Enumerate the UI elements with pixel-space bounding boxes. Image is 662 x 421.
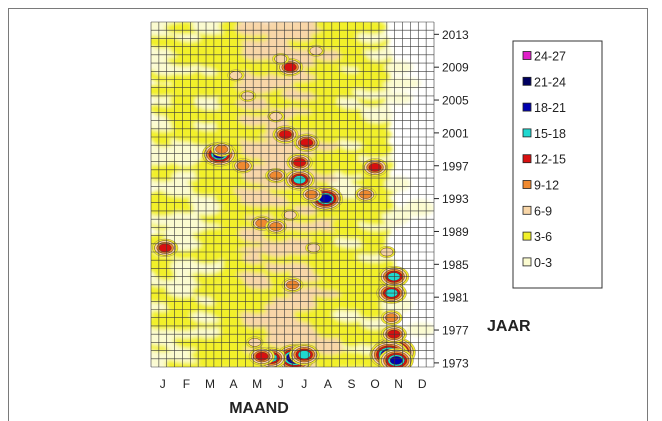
year-tick-label: 1993 — [442, 192, 469, 206]
month-tick-label: A — [230, 377, 238, 391]
hotspot-contour — [293, 158, 307, 167]
legend-label: 15-18 — [534, 127, 566, 141]
legend-swatch — [522, 180, 532, 189]
legend-swatch — [522, 128, 532, 138]
month-tick-label: M — [252, 377, 262, 391]
hotspot-contour — [236, 161, 250, 171]
year-tick-label: 1973 — [442, 356, 469, 370]
hotspot-contour — [269, 222, 283, 231]
density-cell — [357, 22, 387, 35]
density-cell — [384, 176, 411, 192]
density-cell — [313, 125, 345, 144]
legend-label: 3-6 — [534, 230, 552, 244]
grid — [150, 21, 435, 368]
legend-swatch — [522, 205, 532, 215]
density-cell — [381, 76, 422, 90]
legend-label: 9-12 — [534, 179, 559, 193]
year-tick-label: 1985 — [442, 258, 469, 272]
legend-label: 18-21 — [534, 101, 566, 115]
hotspot-contour — [293, 175, 307, 185]
hotspot-contour — [255, 351, 269, 361]
year-tick-label: 1981 — [442, 291, 469, 305]
legend-swatch — [522, 154, 532, 164]
hotspot-contour — [229, 71, 243, 80]
legend-label: 21-24 — [534, 75, 566, 89]
month-tick-label: D — [418, 377, 427, 391]
legend-swatch — [522, 231, 532, 241]
month-tick-label: J — [278, 377, 284, 391]
density-cell — [285, 22, 325, 35]
hotspot-contour — [368, 163, 382, 172]
hotspot-contour — [278, 130, 292, 139]
year-tick-label: 2005 — [442, 94, 469, 108]
year-tick-label: 1977 — [442, 324, 469, 338]
hotspot-contour — [269, 112, 283, 121]
month-tick-label: A — [324, 377, 332, 391]
legend: 24-27 21-24 18-21 15-18 12-15 9-12 6-9 3-6 0-3 — [512, 40, 603, 289]
month-tick-label: N — [394, 377, 403, 391]
hotspot-contour — [297, 350, 311, 360]
density-cell — [402, 199, 434, 217]
density-cell — [243, 324, 272, 340]
density-cell — [385, 60, 414, 75]
month-tick-label: J — [301, 377, 307, 391]
legend-swatch — [522, 76, 532, 86]
year-tick-label: 2009 — [442, 61, 469, 75]
year-tick-label: 2013 — [442, 28, 469, 42]
hotspot-contour — [389, 356, 403, 365]
hotspot-contour — [283, 210, 297, 220]
legend-swatch — [522, 102, 532, 112]
year-tick-label: 2001 — [442, 126, 469, 140]
year-axis: 1973 1977 1981 1985 1989 1993 1997 2001 2005 2009… — [434, 28, 469, 370]
legend-swatch — [522, 257, 532, 267]
density-cell — [235, 22, 273, 36]
hotspot-contour — [283, 62, 297, 72]
legend-label: 0-3 — [534, 256, 552, 270]
plot-area — [150, 21, 435, 368]
hotspot-contour — [300, 138, 314, 148]
month-tick-label: M — [205, 377, 215, 391]
legend-label: 24-27 — [534, 50, 566, 64]
month-tick-label: F — [183, 377, 190, 391]
hotspot-contour — [269, 171, 283, 180]
hotspot-contour — [307, 243, 321, 253]
density-cell — [151, 190, 174, 209]
year-tick-label: 1997 — [442, 159, 469, 173]
hotspot-contour — [274, 54, 288, 64]
legend-swatch — [522, 51, 532, 60]
hotspot-contour — [158, 243, 172, 253]
month-tick-label: J — [160, 377, 166, 391]
month-tick-label: O — [370, 377, 379, 391]
x-axis-title: MAAND — [229, 400, 289, 417]
chart-frame — [8, 8, 648, 421]
legend-label: 6-9 — [534, 204, 552, 218]
month-tick-label: S — [347, 377, 355, 391]
year-tick-label: 1989 — [442, 225, 469, 239]
density-cell — [386, 91, 413, 105]
y-axis-title: JAAR — [487, 318, 531, 335]
legend-label: 12-15 — [534, 153, 566, 167]
